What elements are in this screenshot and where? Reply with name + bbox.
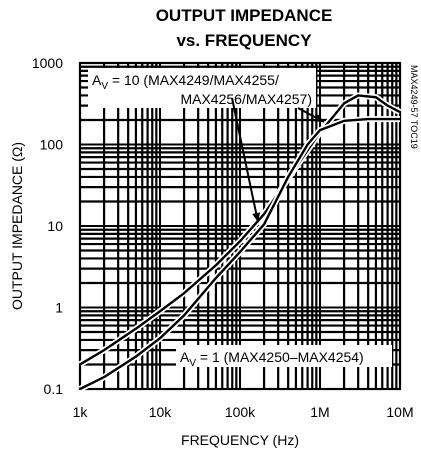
x-tick-label: 100k xyxy=(225,404,256,420)
x-tick-label: 10M xyxy=(386,404,413,420)
annotation-box-av1 xyxy=(176,345,392,367)
arrow-av10-mid-head xyxy=(252,212,261,222)
annotations: AV = 10 (MAX4249/MAX4255/MAX4256/MAX4257… xyxy=(88,68,392,369)
annotation-av10-line2: MAX4256/MAX4257) xyxy=(180,91,312,107)
x-tick-label: 1M xyxy=(310,404,329,420)
y-tick-label: 1 xyxy=(55,300,63,316)
x-axis-label: FREQUENCY (Hz) xyxy=(181,432,299,448)
curves xyxy=(78,92,402,392)
figure-code-label: MAX4249-57 TOC19 xyxy=(409,65,419,149)
y-tick-label: 1000 xyxy=(32,55,63,71)
annotation-av1: AV = 1 (MAX4250–MAX4254) xyxy=(180,349,364,369)
arrow-av10-mid xyxy=(231,97,259,223)
chart-title-line1: OUTPUT IMPEDANCE xyxy=(156,6,333,25)
grid xyxy=(78,61,402,391)
tick-labels: 1k 10k 100k 1M 10M 0.1 1 10 100 1000 xyxy=(32,55,414,420)
arrow-av10-right-head xyxy=(314,114,324,122)
x-tick-label: 10k xyxy=(149,404,173,420)
y-tick-label: 100 xyxy=(40,137,64,153)
x-tick-label: 1k xyxy=(73,404,89,420)
y-tick-label: 0.1 xyxy=(44,381,64,397)
series-line-av1 xyxy=(79,117,400,391)
plot-frame xyxy=(78,61,402,391)
y-axis-label: OUTPUT IMPEDANCE (Ω) xyxy=(9,142,25,310)
y-tick-label: 10 xyxy=(47,218,63,234)
chart-title-line2: vs. FREQUENCY xyxy=(176,31,312,50)
annotation-box-av10 xyxy=(88,68,316,108)
annotation-av10-line1: AV = 10 (MAX4249/MAX4255/ xyxy=(92,72,279,92)
